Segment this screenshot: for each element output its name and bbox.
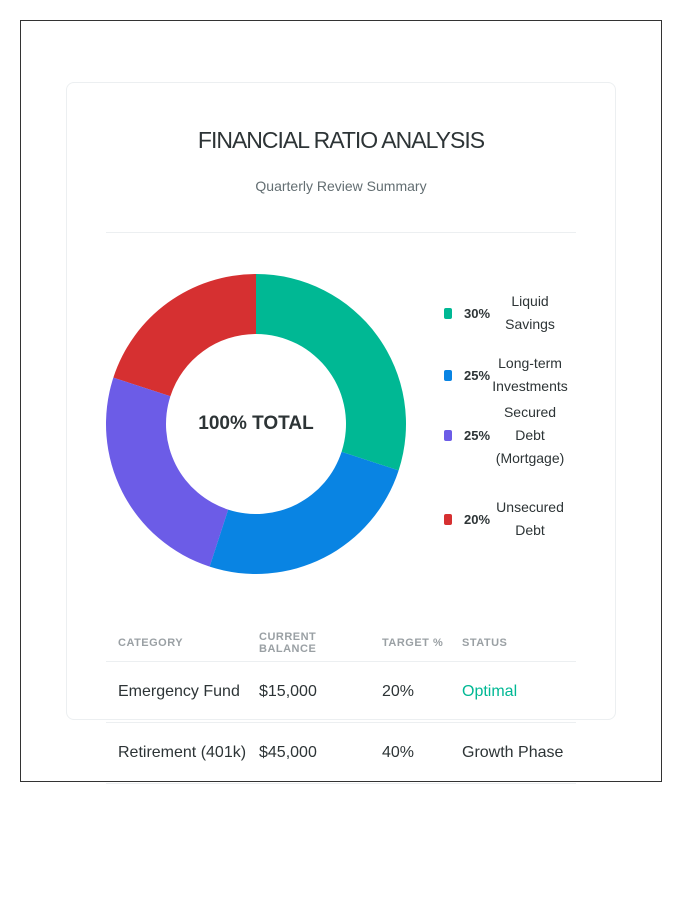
donut-chart: 100% TOTAL (106, 274, 406, 574)
donut-slice (106, 377, 229, 567)
header-row: CATEGORY CURRENT BALANCE TARGET % STATUS (106, 625, 576, 662)
legend-value: 20% (464, 511, 491, 527)
legend-swatch (444, 513, 452, 525)
table-cell: $15,000 (247, 661, 370, 723)
divider (106, 232, 576, 233)
column-header: CATEGORY (106, 625, 247, 662)
legend-swatch (444, 307, 452, 319)
center-label: 100% TOTAL (198, 413, 314, 434)
legend-item: 30% Liquid Savings (444, 290, 570, 336)
column-header: TARGET % (370, 625, 450, 662)
status-cell: Optimal (450, 661, 576, 723)
donut-slice (209, 451, 399, 574)
legend-value: 30% (464, 305, 491, 321)
table-cell: 20% (370, 661, 450, 723)
table-row: Retirement (401k) $45,000 40% Growth Phase (106, 722, 576, 784)
legend-swatch (444, 369, 452, 381)
legend-value: 25% (464, 427, 491, 443)
status-cell: Growth Phase (450, 722, 576, 784)
legend-item: 20% Unsecured Debt (444, 496, 570, 542)
column-header: STATUS (450, 625, 576, 662)
title: FINANCIAL RATIO ANALYSIS (197, 127, 485, 153)
table: CATEGORY CURRENT BALANCE TARGET % STATUS Eme… (106, 625, 576, 784)
table-cell: Retirement (401k) (106, 722, 247, 784)
legend-label: Liquid Savings (505, 293, 555, 332)
donut-slice (256, 274, 406, 471)
legend-label: Secured Debt (Mortgage) (495, 403, 565, 466)
column-header: CURRENT BALANCE (247, 625, 370, 662)
table-cell: 40% (370, 722, 450, 784)
legend-item: 25% Long-term Investments (444, 352, 570, 398)
legend-label: Unsecured Debt (496, 499, 564, 538)
table-row: Emergency Fund $15,000 20% Optimal (106, 661, 576, 723)
table-cell: Emergency Fund (106, 661, 247, 723)
legend-value: 25% (464, 367, 491, 383)
legend-item: 25% Secured Debt (Mortgage) (444, 401, 570, 470)
table-cell: $45,000 (247, 722, 370, 784)
legend-label: Long-term Investments (492, 355, 568, 394)
donut-slice (113, 274, 256, 397)
subtitle: Quarterly Review Summary (255, 178, 427, 194)
legend-swatch (444, 429, 452, 441)
